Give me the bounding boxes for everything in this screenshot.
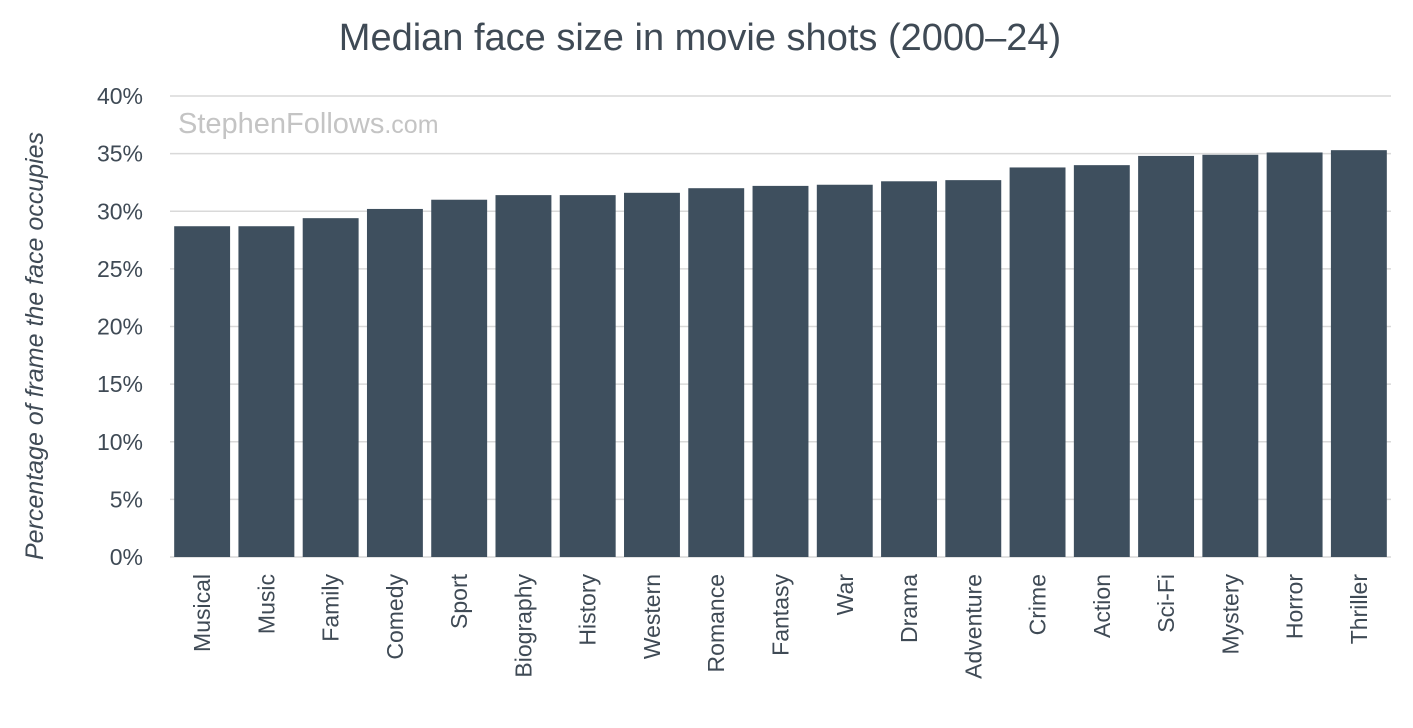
x-tick-label: Comedy bbox=[382, 574, 408, 660]
bar-adventure bbox=[945, 180, 1002, 557]
bar-sport bbox=[431, 199, 488, 557]
x-tick-label: Thriller bbox=[1346, 574, 1372, 645]
x-tick-label: Musical bbox=[189, 574, 215, 652]
bar-family bbox=[302, 218, 359, 558]
bar-musical bbox=[174, 226, 231, 558]
x-tick-label: Fantasy bbox=[768, 574, 794, 656]
x-tick-label: Biography bbox=[510, 574, 536, 678]
x-tick-label: Western bbox=[639, 574, 665, 659]
bar-comedy bbox=[366, 208, 423, 557]
bar-thriller bbox=[1330, 150, 1387, 558]
x-tick-label: Mystery bbox=[1217, 574, 1243, 655]
bar-biography bbox=[495, 195, 552, 558]
watermark: StephenFollows.com bbox=[178, 108, 439, 140]
bar-sci-fi bbox=[1138, 155, 1195, 557]
bar-mystery bbox=[1202, 154, 1259, 557]
watermark-suffix: .com bbox=[384, 111, 438, 139]
y-tick-label: 35% bbox=[97, 141, 143, 167]
x-tick-label: Sci-Fi bbox=[1153, 574, 1179, 633]
y-tick-label: 40% bbox=[97, 83, 143, 109]
watermark-main: StephenFollows bbox=[178, 108, 384, 140]
x-tick-label: Action bbox=[1089, 574, 1115, 638]
x-tick-label: Sport bbox=[446, 573, 472, 629]
x-tick-label: Family bbox=[318, 574, 344, 642]
x-tick-label: Drama bbox=[896, 574, 922, 643]
x-tick-label: Music bbox=[253, 574, 279, 634]
bar-action bbox=[1073, 165, 1130, 557]
x-axis-ticks: Musical Music Family Comedy Sport Biography Hi… bbox=[189, 573, 1372, 678]
y-tick-label: 20% bbox=[97, 314, 143, 340]
bar-horror bbox=[1266, 152, 1323, 557]
x-tick-label: History bbox=[575, 574, 601, 646]
x-tick-label: Romance bbox=[703, 574, 729, 672]
bar-war bbox=[816, 184, 873, 557]
bars bbox=[174, 150, 1387, 558]
y-tick-label: 30% bbox=[97, 198, 143, 224]
bar-history bbox=[559, 195, 616, 558]
x-tick-label: War bbox=[832, 574, 858, 616]
bar-western bbox=[624, 192, 680, 557]
x-tick-label: Horror bbox=[1282, 574, 1308, 640]
bar-romance bbox=[688, 188, 745, 557]
chart-title: Median face size in movie shots (2000–24… bbox=[339, 17, 1061, 59]
y-axis-ticks: 0% 5% 10% 15% 20% 25% 30% 35% 40% bbox=[97, 83, 143, 570]
bar-music bbox=[238, 226, 295, 558]
x-tick-label: Crime bbox=[1025, 574, 1051, 635]
bar-fantasy bbox=[752, 185, 809, 557]
bar-drama bbox=[881, 181, 937, 557]
y-tick-label: 0% bbox=[110, 544, 143, 570]
y-axis-label: Percentage of frame the face occupies bbox=[21, 132, 49, 560]
y-tick-label: 5% bbox=[110, 486, 143, 512]
bar-crime bbox=[1009, 167, 1066, 557]
y-tick-label: 15% bbox=[97, 371, 143, 397]
x-tick-label: Adventure bbox=[960, 574, 986, 679]
y-tick-label: 25% bbox=[97, 256, 143, 282]
y-tick-label: 10% bbox=[97, 429, 143, 455]
